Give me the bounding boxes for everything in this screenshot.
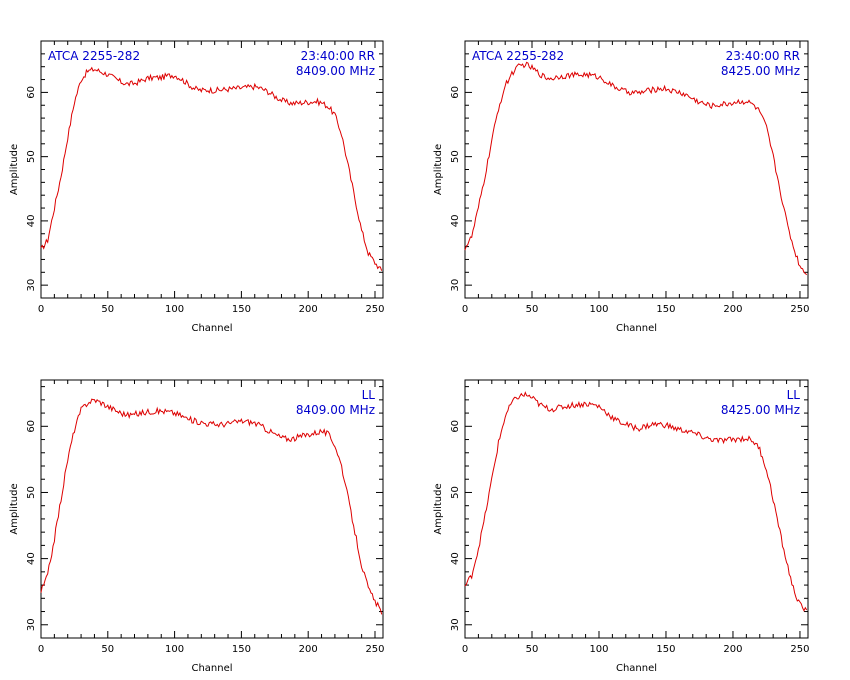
panel-top-left: 0 50 100 150 200 250 30 40 50 60 Channel Amplitude A… — [9, 40, 385, 334]
x-tick-label: 150 — [656, 644, 675, 655]
time-polarization-label: LL — [362, 388, 376, 402]
x-tick-label: 250 — [790, 304, 809, 315]
amplitude-trace — [40, 66, 383, 271]
frequency-label: 8425.00 MHz — [721, 403, 800, 417]
x-tick-label: 0 — [38, 304, 44, 315]
x-tick-label: 250 — [790, 644, 809, 655]
x-tick-label: 0 — [462, 644, 468, 655]
x-tick-label: 250 — [365, 644, 384, 655]
x-tick-label: 50 — [526, 304, 539, 315]
plot-frame — [464, 40, 809, 299]
plot-frame — [40, 40, 384, 299]
y-tick-label: 60 — [450, 420, 461, 433]
x-tick-label: 50 — [101, 304, 114, 315]
x-tick-label: 150 — [232, 304, 251, 315]
time-polarization-label: 23:40:00 RR — [726, 49, 800, 63]
time-polarization-label: LL — [787, 388, 801, 402]
x-axis-label: Channel — [191, 663, 232, 674]
y-tick-label: 30 — [26, 279, 37, 292]
panel-bottom-left: 0 50 100 150 200 250 30 40 50 60 Channel Amplitude L… — [9, 379, 385, 674]
x-tick-label: 200 — [723, 644, 742, 655]
y-tick-label: 50 — [450, 486, 461, 499]
x-tick-label: 200 — [299, 644, 318, 655]
plot-frame — [464, 379, 809, 639]
frequency-label: 8409.00 MHz — [296, 403, 375, 417]
y-tick-label: 60 — [450, 86, 461, 99]
y-axis-label: Amplitude — [9, 144, 20, 195]
panel-bottom-right: 0 50 100 150 200 250 30 40 50 60 Channel Amplitude L… — [433, 379, 810, 674]
x-tick-label: 100 — [589, 644, 608, 655]
plot-frame — [40, 379, 384, 639]
frequency-label: 8425.00 MHz — [721, 64, 800, 78]
x-tick-label: 250 — [365, 304, 384, 315]
y-tick-label: 30 — [450, 279, 461, 292]
y-tick-label: 30 — [450, 618, 461, 631]
y-tick-label: 60 — [26, 420, 37, 433]
x-tick-label: 50 — [526, 644, 539, 655]
y-axis-label: Amplitude — [433, 144, 444, 195]
x-axis-label: Channel — [616, 663, 657, 674]
time-polarization-label: 23:40:00 RR — [301, 49, 375, 63]
amplitude-trace — [464, 61, 808, 276]
y-axis-label: Amplitude — [9, 483, 20, 534]
x-tick-label: 150 — [232, 644, 251, 655]
frequency-label: 8409.00 MHz — [296, 64, 375, 78]
panel-top-right: 0 50 100 150 200 250 30 40 50 60 Channel Amplitude A… — [433, 40, 810, 334]
y-tick-label: 40 — [450, 552, 461, 565]
y-tick-label: 30 — [26, 618, 37, 631]
y-tick-label: 60 — [26, 86, 37, 99]
y-tick-label: 50 — [26, 150, 37, 163]
x-tick-label: 0 — [38, 644, 44, 655]
y-tick-label: 40 — [26, 215, 37, 228]
amplitude-trace — [464, 391, 808, 612]
x-tick-label: 200 — [723, 304, 742, 315]
source-label: ATCA 2255-282 — [472, 49, 564, 63]
x-tick-label: 100 — [165, 304, 184, 315]
x-tick-label: 100 — [589, 304, 608, 315]
x-axis-label: Channel — [616, 323, 657, 334]
y-axis-label: Amplitude — [433, 483, 444, 534]
y-tick-label: 40 — [26, 552, 37, 565]
y-tick-label: 50 — [450, 150, 461, 163]
x-axis-label: Channel — [191, 323, 232, 334]
x-tick-label: 200 — [299, 304, 318, 315]
y-tick-label: 40 — [450, 215, 461, 228]
amplitude-trace — [40, 398, 383, 615]
x-tick-label: 100 — [165, 644, 184, 655]
x-tick-label: 150 — [656, 304, 675, 315]
y-tick-label: 50 — [26, 486, 37, 499]
x-tick-label: 50 — [101, 644, 114, 655]
source-label: ATCA 2255-282 — [48, 49, 140, 63]
x-tick-label: 0 — [462, 304, 468, 315]
